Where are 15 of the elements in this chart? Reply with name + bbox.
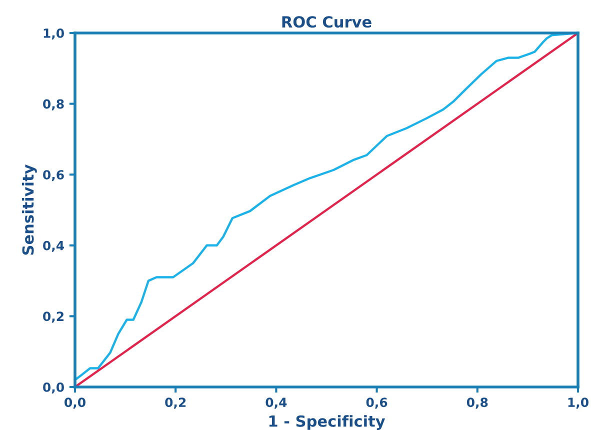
x-tick-label: 0,8 [466, 398, 488, 409]
y-tick-label: 1,0 [44, 28, 64, 40]
y-tick-label: 0,6 [43, 170, 64, 182]
y-axis-title: Sensitivity [22, 164, 37, 255]
x-tick-label: 1,0 [568, 398, 588, 409]
chart-title: ROC Curve [282, 16, 372, 28]
x-tick-label: 0,0 [64, 398, 86, 409]
y-tick-label: 0,4 [43, 240, 64, 252]
x-tick-label: 0,4 [266, 398, 287, 409]
x-tick-label: 0,2 [165, 398, 186, 409]
y-tick-label: 0,8 [43, 99, 64, 110]
x-axis-title: 1 - Specificity [269, 415, 386, 430]
y-tick-label: 0,2 [43, 312, 64, 323]
x-tick-label: 0,6 [366, 398, 388, 409]
y-tick-label: 0,0 [43, 382, 64, 394]
